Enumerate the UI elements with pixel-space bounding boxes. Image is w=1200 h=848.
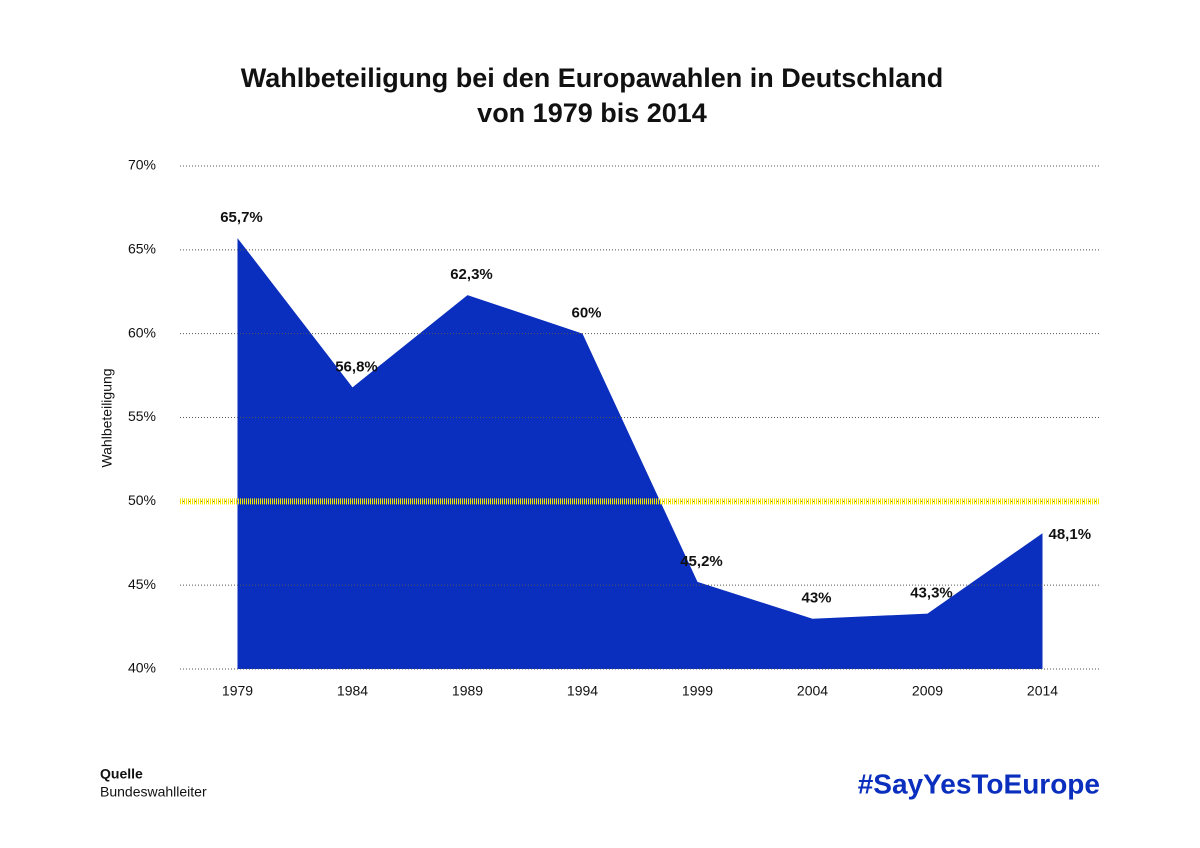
y-tick-label: 50%	[128, 492, 156, 508]
data-label: 43%	[801, 590, 831, 607]
data-label: 60%	[571, 305, 601, 322]
x-tick-label: 2009	[912, 683, 943, 699]
x-tick-label: 2014	[1027, 683, 1058, 699]
x-tick-label: 2004	[797, 683, 828, 699]
chart-subtitle: von 1979 bis 2014	[477, 98, 707, 128]
data-label: 65,7%	[220, 209, 263, 226]
y-tick-label: 55%	[128, 408, 156, 424]
y-axis-label: Wahlbeteiligung	[99, 368, 115, 467]
x-tick-label: 1979	[222, 683, 253, 699]
source-heading: Quelle	[100, 766, 143, 782]
chart-title: Wahlbeteiligung bei den Europawahlen in …	[241, 63, 944, 93]
data-label: 45,2%	[680, 553, 723, 570]
x-tick-label: 1999	[682, 683, 713, 699]
data-label: 62,3%	[450, 266, 493, 283]
x-tick-label: 1994	[567, 683, 598, 699]
x-tick-label: 1989	[452, 683, 483, 699]
source: Bundeswahlleiter	[100, 784, 207, 800]
data-label: 56,8%	[335, 358, 378, 375]
y-tick-label: 45%	[128, 576, 156, 592]
y-tick-label: 65%	[128, 241, 156, 257]
y-tick-label: 40%	[128, 660, 156, 676]
area	[237, 238, 1043, 669]
data-label: 48,1%	[1049, 526, 1092, 543]
x-tick-label: 1984	[337, 683, 368, 699]
y-tick-label: 70%	[128, 157, 156, 173]
hashtag: #SayYesToEurope	[858, 768, 1100, 799]
y-tick-label: 60%	[128, 324, 156, 340]
data-label: 43,3%	[910, 585, 953, 602]
